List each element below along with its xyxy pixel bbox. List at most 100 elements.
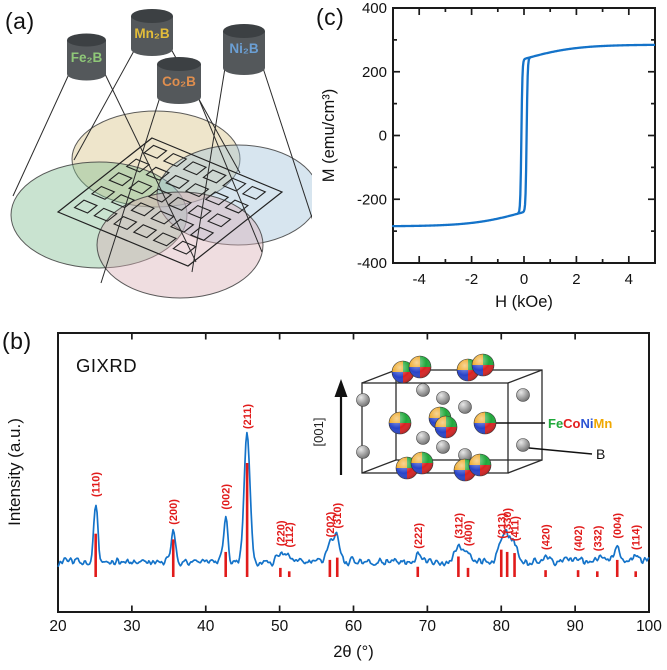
svg-text:30: 30 [123,618,141,635]
sample-pad [166,176,188,189]
panel-b-label: (b) [2,328,32,354]
panel-a-label: (a) [5,8,35,34]
hkl-label: (402) [573,525,585,551]
target-Co2B: Co₂B [157,57,201,104]
target-Ni2B: Ni₂B [223,24,265,75]
svg-text:60: 60 [345,618,363,635]
svg-text:-200: -200 [357,191,387,208]
sample-pad [114,217,136,230]
svg-text:20: 20 [49,618,67,635]
sample-pad [188,206,210,219]
plume-pink [96,191,264,299]
sample-pad [112,195,134,208]
legend-line-boron [528,447,593,455]
sample-pad [208,214,230,227]
target-label-Mn2B: Mn₂B [134,26,169,41]
sample-pad [169,197,191,210]
plume-green [10,161,188,269]
hkl-label: (400) [463,520,475,546]
alloy-legend: FeCoNiMn [548,416,612,431]
hkl-label: (312) [453,513,465,539]
boron-atoms [356,383,530,462]
sample-pad [154,233,176,246]
plot-box [392,7,656,264]
panel-c-label: (c) [316,4,345,30]
sample-pad [146,167,168,180]
gixrd-plot: 20 30 40 50 60 70 80 90 100 2θ (°) Intensity (a.u.… [5,332,662,661]
sample-pad [206,192,228,205]
svg-text:-4: -4 [413,271,426,288]
x-axis-label: 2θ (°) [333,643,374,661]
boron-label: B [596,446,605,462]
svg-text:4: 4 [625,271,633,288]
reference-sticks [94,463,638,577]
axes-ticks [131,333,576,612]
sample-pad [131,203,153,216]
panel-a-sputter-schematic: (a) [0,0,312,325]
hysteresis-plot: -4 -2 0 2 4 -400 -200 0 200 400 H (kOe) M (emu/cm³) [320,0,656,311]
sample-pad [164,154,186,167]
hkl-label: (112) [284,522,296,547]
y-axis-label: M (emu/cm³) [320,89,338,183]
tick-labels: 20 30 40 50 60 70 80 90 100 [49,618,662,635]
sputter-targets: Fe₂B Mn₂B Co₂B Ni₂B [67,9,265,104]
hkl-label: (202) [325,511,337,537]
sample-pad [149,189,171,202]
x-axis-label: H (kOe) [495,293,553,311]
hysteresis-curve [391,43,656,228]
sample-pad [223,178,245,191]
sample-pad [243,186,265,199]
sample-pad [151,211,173,224]
sample-pad [144,145,166,158]
target-label-Co2B: Co₂B [162,74,196,89]
direction-label: [001] [311,418,326,447]
hkl-label: (114) [631,525,643,550]
hkl-label: (332) [592,525,604,551]
hkl-label: (110) [91,472,103,497]
hkl-label: (211) [242,404,254,429]
hkl-labels: (110) (200) (002) (211) (220)(112) (202)(310)… [91,404,643,552]
svg-text:80: 80 [493,618,511,635]
svg-text:400: 400 [362,0,387,17]
sample-pad [109,173,131,186]
sample-pad [129,181,151,194]
hkl-label: (330) [502,508,514,534]
svg-text:100: 100 [636,618,662,635]
tick-labels: -4 -2 0 2 4 -400 -200 0 200 400 [357,0,633,288]
target-label-Ni2B: Ni₂B [229,41,258,56]
svg-text:50: 50 [271,618,289,635]
target-label-Fe2B: Fe₂B [71,50,103,65]
svg-text:0: 0 [379,128,387,145]
hkl-label: (310) [332,503,344,529]
svg-text:90: 90 [567,618,585,635]
sample-pad [94,208,116,221]
panel-b-gixrd: (b) 20 30 40 50 60 70 80 90 100 2θ (°) Intensity (… [0,320,667,670]
hkl-label: (004) [612,513,624,539]
target-Fe2B: Fe₂B [67,33,106,81]
svg-text:40: 40 [197,618,215,635]
sample-pad [171,219,193,232]
hkl-label: (222) [413,523,425,549]
svg-text:200: 200 [362,64,387,81]
hkl-label: (002) [221,484,233,510]
svg-text:2: 2 [572,271,580,288]
sputter-fan-lines [12,48,317,284]
target-Mn2B: Mn₂B [131,9,173,56]
hkl-label: (220) [275,520,287,546]
xrd-curve [57,431,650,568]
crystal-structure-inset: [001] FeCoNiMn B [311,353,612,482]
svg-text:0: 0 [520,271,528,288]
sample-pad [134,225,156,238]
sample-pad [184,162,206,175]
panel-c-hysteresis: (c) -4 -2 0 2 4 -400 -200 0 200 400 H (kOe) M (emu/… [310,0,667,318]
svg-text:-2: -2 [465,271,478,288]
hkl-label: (200) [168,499,180,525]
sample-pad [173,241,195,254]
sample-pad [75,200,97,213]
sample-pad [186,184,208,197]
sputter-schematic-drawing: Fe₂B Mn₂B Co₂B Ni₂B [0,9,317,325]
svg-text:70: 70 [419,618,437,635]
hkl-label: (411) [510,516,522,541]
plot-box [57,332,650,613]
